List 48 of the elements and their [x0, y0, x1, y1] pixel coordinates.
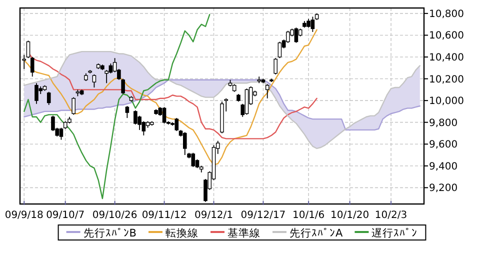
- candlestick: [46, 91, 51, 106]
- candlestick: [244, 88, 249, 116]
- legend-label: 先行ｽﾊﾟﾝA: [290, 226, 344, 240]
- y-tick-label: 10,200: [429, 74, 464, 86]
- line-series: [24, 79, 420, 131]
- x-tick-label: 09/10/7: [46, 210, 85, 221]
- candlestick: [34, 82, 38, 104]
- x-tick-label: 10/2/3: [374, 210, 408, 221]
- candlestick: [92, 74, 96, 88]
- line-series: [28, 52, 318, 140]
- line-series: [24, 14, 210, 200]
- line-series: [24, 29, 318, 166]
- candlestick: [294, 27, 298, 44]
- x-tick-label: 09/12/17: [240, 210, 286, 221]
- candlestick: [278, 41, 282, 59]
- x-tick-label: 09/10/26: [92, 210, 138, 221]
- candlestick: [26, 40, 30, 59]
- candlestick: [22, 54, 26, 70]
- y-tick-label: 10,400: [429, 52, 464, 64]
- candlestick: [274, 58, 278, 75]
- candlestick: [191, 152, 196, 168]
- y-tick-label: 9,800: [429, 118, 458, 129]
- candlestick: [265, 84, 270, 99]
- x-tick-label: 09/12/1: [194, 210, 234, 221]
- x-tick-label: 10/1/20: [330, 210, 370, 221]
- x-tick-label: 09/11/12: [142, 210, 187, 221]
- y-tick-label: 9,400: [429, 161, 458, 172]
- legend-label: 転換線: [166, 228, 199, 240]
- candlestick: [310, 16, 315, 32]
- legend-label: 遅行ｽﾊﾟﾝ: [372, 228, 418, 240]
- candlestick: [30, 56, 34, 78]
- candlestick: [59, 127, 64, 140]
- y-tick-label: 10,800: [429, 8, 464, 20]
- legend-label: 基準線: [228, 226, 261, 240]
- x-tick-label: 10/1/6: [292, 210, 325, 221]
- candlestick: [125, 106, 130, 118]
- y-tick-label: 10,600: [429, 30, 464, 42]
- candlestick: [72, 96, 76, 116]
- y-tick-label: 10,000: [429, 96, 464, 108]
- y-tick-label: 9,200: [429, 183, 458, 194]
- legend-label: 先行ｽﾊﾟﾝB: [83, 226, 137, 240]
- x-tick-label: 09/9/18: [4, 210, 44, 221]
- candlestick: [108, 63, 113, 74]
- candlestick: [174, 118, 179, 132]
- candlestick: [183, 132, 187, 156]
- candlestick: [142, 120, 146, 136]
- y-tick-label: 9,600: [429, 140, 458, 151]
- candlestick: [162, 106, 166, 124]
